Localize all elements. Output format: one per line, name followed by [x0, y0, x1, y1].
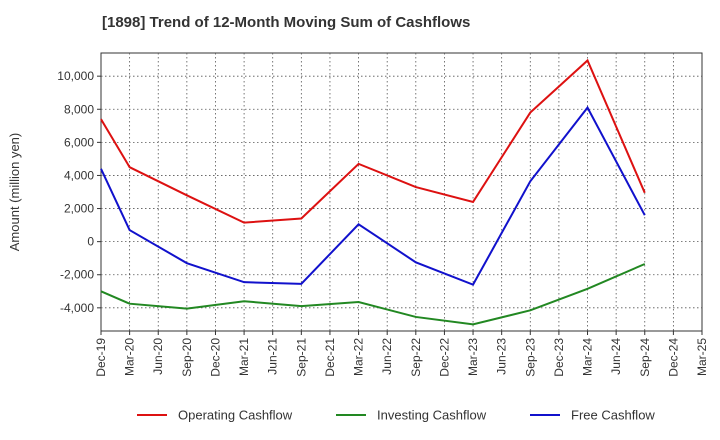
- y-tick-label: 10,000: [57, 69, 94, 83]
- series-line-free-cashflow: [100, 105, 646, 286]
- y-tick-label: 0: [87, 235, 94, 249]
- x-tick-label: Dec-21: [323, 338, 337, 377]
- x-tick-label: Sep-23: [523, 338, 537, 377]
- x-tick-label: Sep-22: [409, 338, 423, 377]
- legend-label: Operating Cashflow: [178, 408, 293, 423]
- y-tick-label: -2,000: [60, 268, 94, 282]
- x-tick-label: Jun-24: [609, 338, 623, 375]
- x-tick-label: Mar-20: [123, 338, 137, 376]
- y-tick-label: 8,000: [64, 102, 94, 116]
- x-tick-label: Jun-21: [266, 338, 280, 375]
- x-tick-label: Jun-22: [380, 338, 394, 375]
- x-tick-label: Dec-24: [666, 338, 680, 377]
- x-tick-label: Mar-22: [352, 338, 366, 376]
- y-tick-label: -4,000: [60, 301, 94, 315]
- x-tick-label: Sep-20: [180, 338, 194, 377]
- y-axis-label: Amount (million yen): [7, 133, 22, 252]
- y-tick-label: 2,000: [64, 202, 94, 216]
- x-tick-label: Jun-20: [151, 338, 165, 375]
- x-tick-label: Dec-19: [94, 338, 108, 377]
- legend-label: Investing Cashflow: [377, 408, 487, 423]
- x-tick-label: Mar-23: [466, 338, 480, 376]
- x-tick-label: Dec-20: [208, 338, 222, 377]
- series-line-operating-cashflow: [100, 58, 646, 224]
- series-line-investing-cashflow: [100, 263, 646, 326]
- x-tick-label: Mar-25: [695, 338, 709, 376]
- chart-title: [1898] Trend of 12-Month Moving Sum of C…: [102, 14, 471, 31]
- x-tick-label: Sep-24: [638, 338, 652, 377]
- legend-label: Free Cashflow: [571, 408, 655, 423]
- x-tick-label: Mar-24: [581, 338, 595, 376]
- x-tick-label: Mar-21: [237, 338, 251, 376]
- x-tick-label: Jun-23: [495, 338, 509, 375]
- x-tick-label: Dec-23: [552, 338, 566, 377]
- plot-area: [100, 52, 703, 332]
- x-tick-label: Dec-22: [437, 338, 451, 377]
- x-tick-label: Sep-21: [294, 338, 308, 377]
- y-tick-label: 4,000: [64, 168, 94, 182]
- y-tick-label: 6,000: [64, 135, 94, 149]
